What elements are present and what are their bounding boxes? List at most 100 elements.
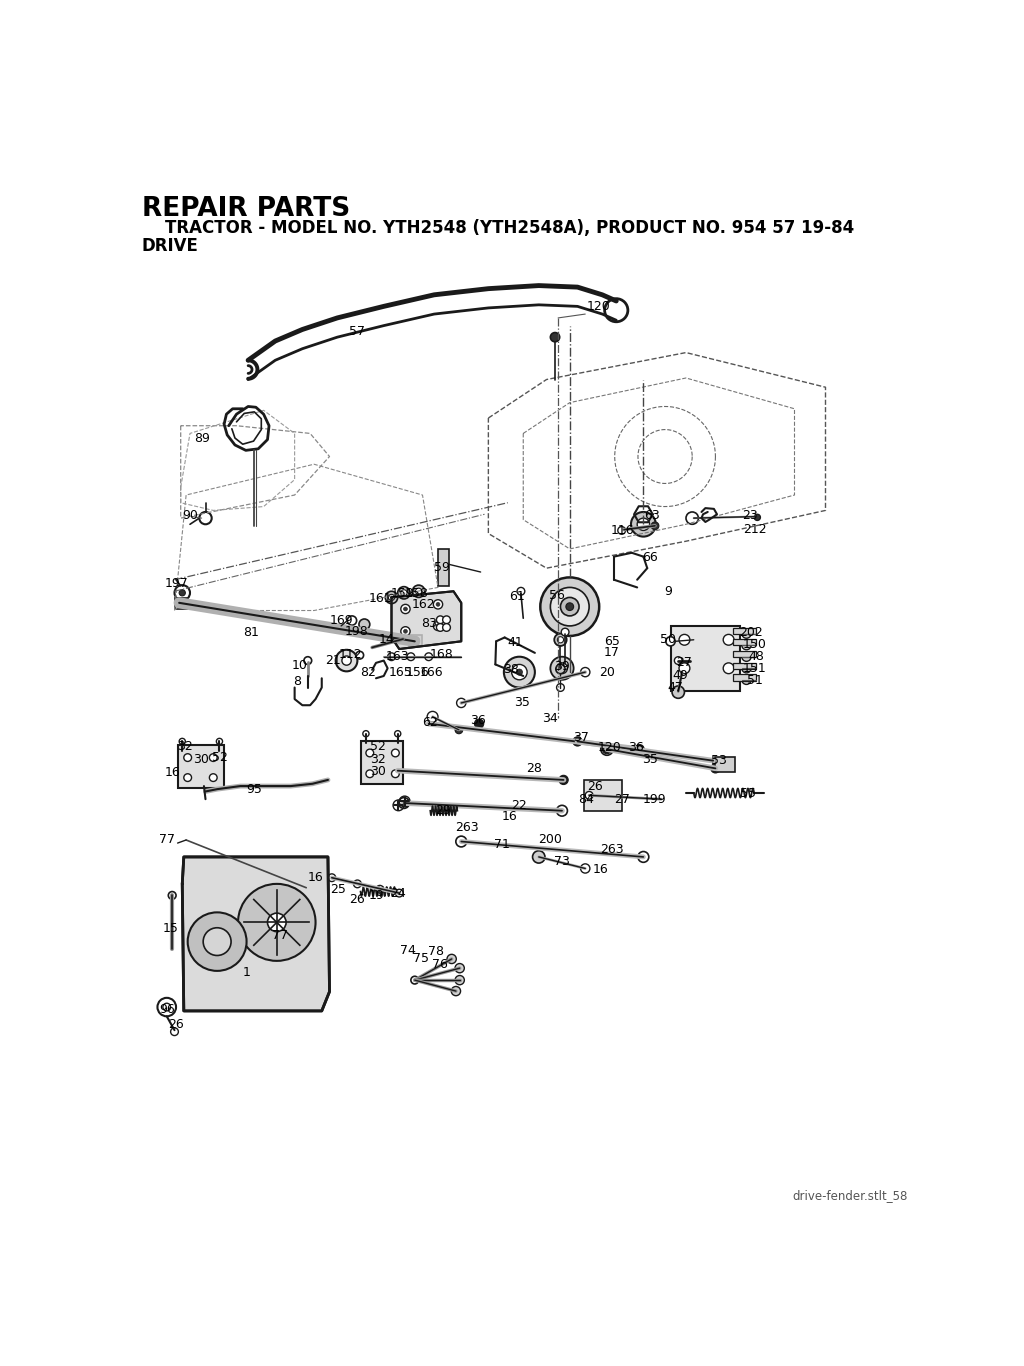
Text: 77: 77 <box>272 929 288 943</box>
Circle shape <box>586 791 593 799</box>
Text: 35: 35 <box>514 697 529 709</box>
Circle shape <box>398 798 410 809</box>
Bar <box>410 635 422 646</box>
Text: 55: 55 <box>740 787 756 799</box>
Circle shape <box>403 607 408 611</box>
Text: 162: 162 <box>412 598 435 611</box>
Text: 50: 50 <box>660 634 676 646</box>
Text: 9: 9 <box>665 585 672 598</box>
Circle shape <box>637 518 649 530</box>
Circle shape <box>447 955 457 963</box>
Circle shape <box>356 652 364 658</box>
Text: 32: 32 <box>177 740 194 753</box>
Text: 49: 49 <box>672 669 688 682</box>
Text: 151: 151 <box>743 661 767 675</box>
Text: 21: 21 <box>326 654 341 667</box>
Text: 27: 27 <box>614 792 631 806</box>
Text: 16: 16 <box>307 872 324 884</box>
Text: 77: 77 <box>159 833 175 846</box>
Text: 197: 197 <box>164 576 188 590</box>
Bar <box>174 598 187 609</box>
Text: 30: 30 <box>193 753 209 765</box>
Text: 112: 112 <box>339 647 362 661</box>
Circle shape <box>442 616 451 624</box>
Circle shape <box>559 776 568 784</box>
Text: 61: 61 <box>509 590 525 604</box>
Circle shape <box>556 664 565 673</box>
Text: 81: 81 <box>244 626 259 638</box>
Text: 150: 150 <box>743 638 767 652</box>
Text: 38: 38 <box>503 664 519 676</box>
Text: 165: 165 <box>389 665 413 679</box>
Bar <box>584 780 623 810</box>
Text: 169: 169 <box>330 615 353 627</box>
Circle shape <box>455 975 464 985</box>
Text: 34: 34 <box>542 712 557 725</box>
Text: 1: 1 <box>243 966 251 979</box>
Circle shape <box>550 657 573 680</box>
Circle shape <box>359 619 370 630</box>
Text: 32: 32 <box>370 753 385 765</box>
Text: 156: 156 <box>406 665 429 679</box>
Bar <box>177 746 224 788</box>
Text: 26: 26 <box>588 780 603 792</box>
Circle shape <box>425 653 432 661</box>
Text: 263: 263 <box>455 821 478 835</box>
Text: 22: 22 <box>511 799 526 811</box>
Circle shape <box>554 634 566 646</box>
Circle shape <box>741 652 751 661</box>
Circle shape <box>388 653 395 661</box>
Text: 96: 96 <box>159 1003 175 1016</box>
Text: 25: 25 <box>330 882 346 896</box>
Circle shape <box>267 912 286 932</box>
Circle shape <box>400 604 410 613</box>
Text: 26: 26 <box>349 893 365 906</box>
Text: 23: 23 <box>741 508 758 522</box>
Text: 120: 120 <box>587 301 610 313</box>
Text: TRACTOR - MODEL NO. YTH2548 (YTH2548A), PRODUCT NO. 954 57 19-84: TRACTOR - MODEL NO. YTH2548 (YTH2548A), … <box>142 220 854 238</box>
Circle shape <box>433 600 442 609</box>
Text: 120: 120 <box>597 742 622 754</box>
Text: 19: 19 <box>369 889 385 902</box>
Text: 63: 63 <box>644 508 659 522</box>
Text: 37: 37 <box>573 731 590 744</box>
Circle shape <box>433 622 442 631</box>
Text: 47: 47 <box>668 682 683 694</box>
Circle shape <box>177 600 184 608</box>
Circle shape <box>385 591 397 604</box>
Text: 199: 199 <box>642 792 666 806</box>
Circle shape <box>403 630 408 634</box>
Circle shape <box>163 1003 171 1011</box>
Circle shape <box>366 770 374 777</box>
Circle shape <box>179 590 185 596</box>
Text: 168: 168 <box>430 647 454 661</box>
Circle shape <box>455 725 463 734</box>
Text: 65: 65 <box>604 635 620 647</box>
Circle shape <box>550 332 560 342</box>
Circle shape <box>436 602 440 607</box>
Circle shape <box>183 773 191 781</box>
Bar <box>732 663 756 669</box>
Text: drive-fender.stlt_58: drive-fender.stlt_58 <box>793 1188 907 1202</box>
Circle shape <box>516 669 522 675</box>
Circle shape <box>666 637 675 646</box>
Circle shape <box>455 963 464 973</box>
Text: 52: 52 <box>370 740 385 753</box>
Circle shape <box>397 586 410 598</box>
Circle shape <box>557 637 563 643</box>
Circle shape <box>532 851 545 863</box>
Circle shape <box>209 773 217 781</box>
Text: REPAIR PARTS: REPAIR PARTS <box>142 197 350 223</box>
Text: 163: 163 <box>386 650 410 664</box>
Text: DRIVE: DRIVE <box>142 238 199 255</box>
Bar <box>360 742 403 784</box>
Circle shape <box>342 656 351 665</box>
Bar <box>732 650 756 657</box>
Text: 73: 73 <box>554 855 570 867</box>
Text: 166: 166 <box>420 665 443 679</box>
Text: 66: 66 <box>642 550 658 564</box>
Circle shape <box>474 719 483 728</box>
Circle shape <box>631 512 655 537</box>
Circle shape <box>391 770 399 777</box>
Circle shape <box>411 977 419 984</box>
